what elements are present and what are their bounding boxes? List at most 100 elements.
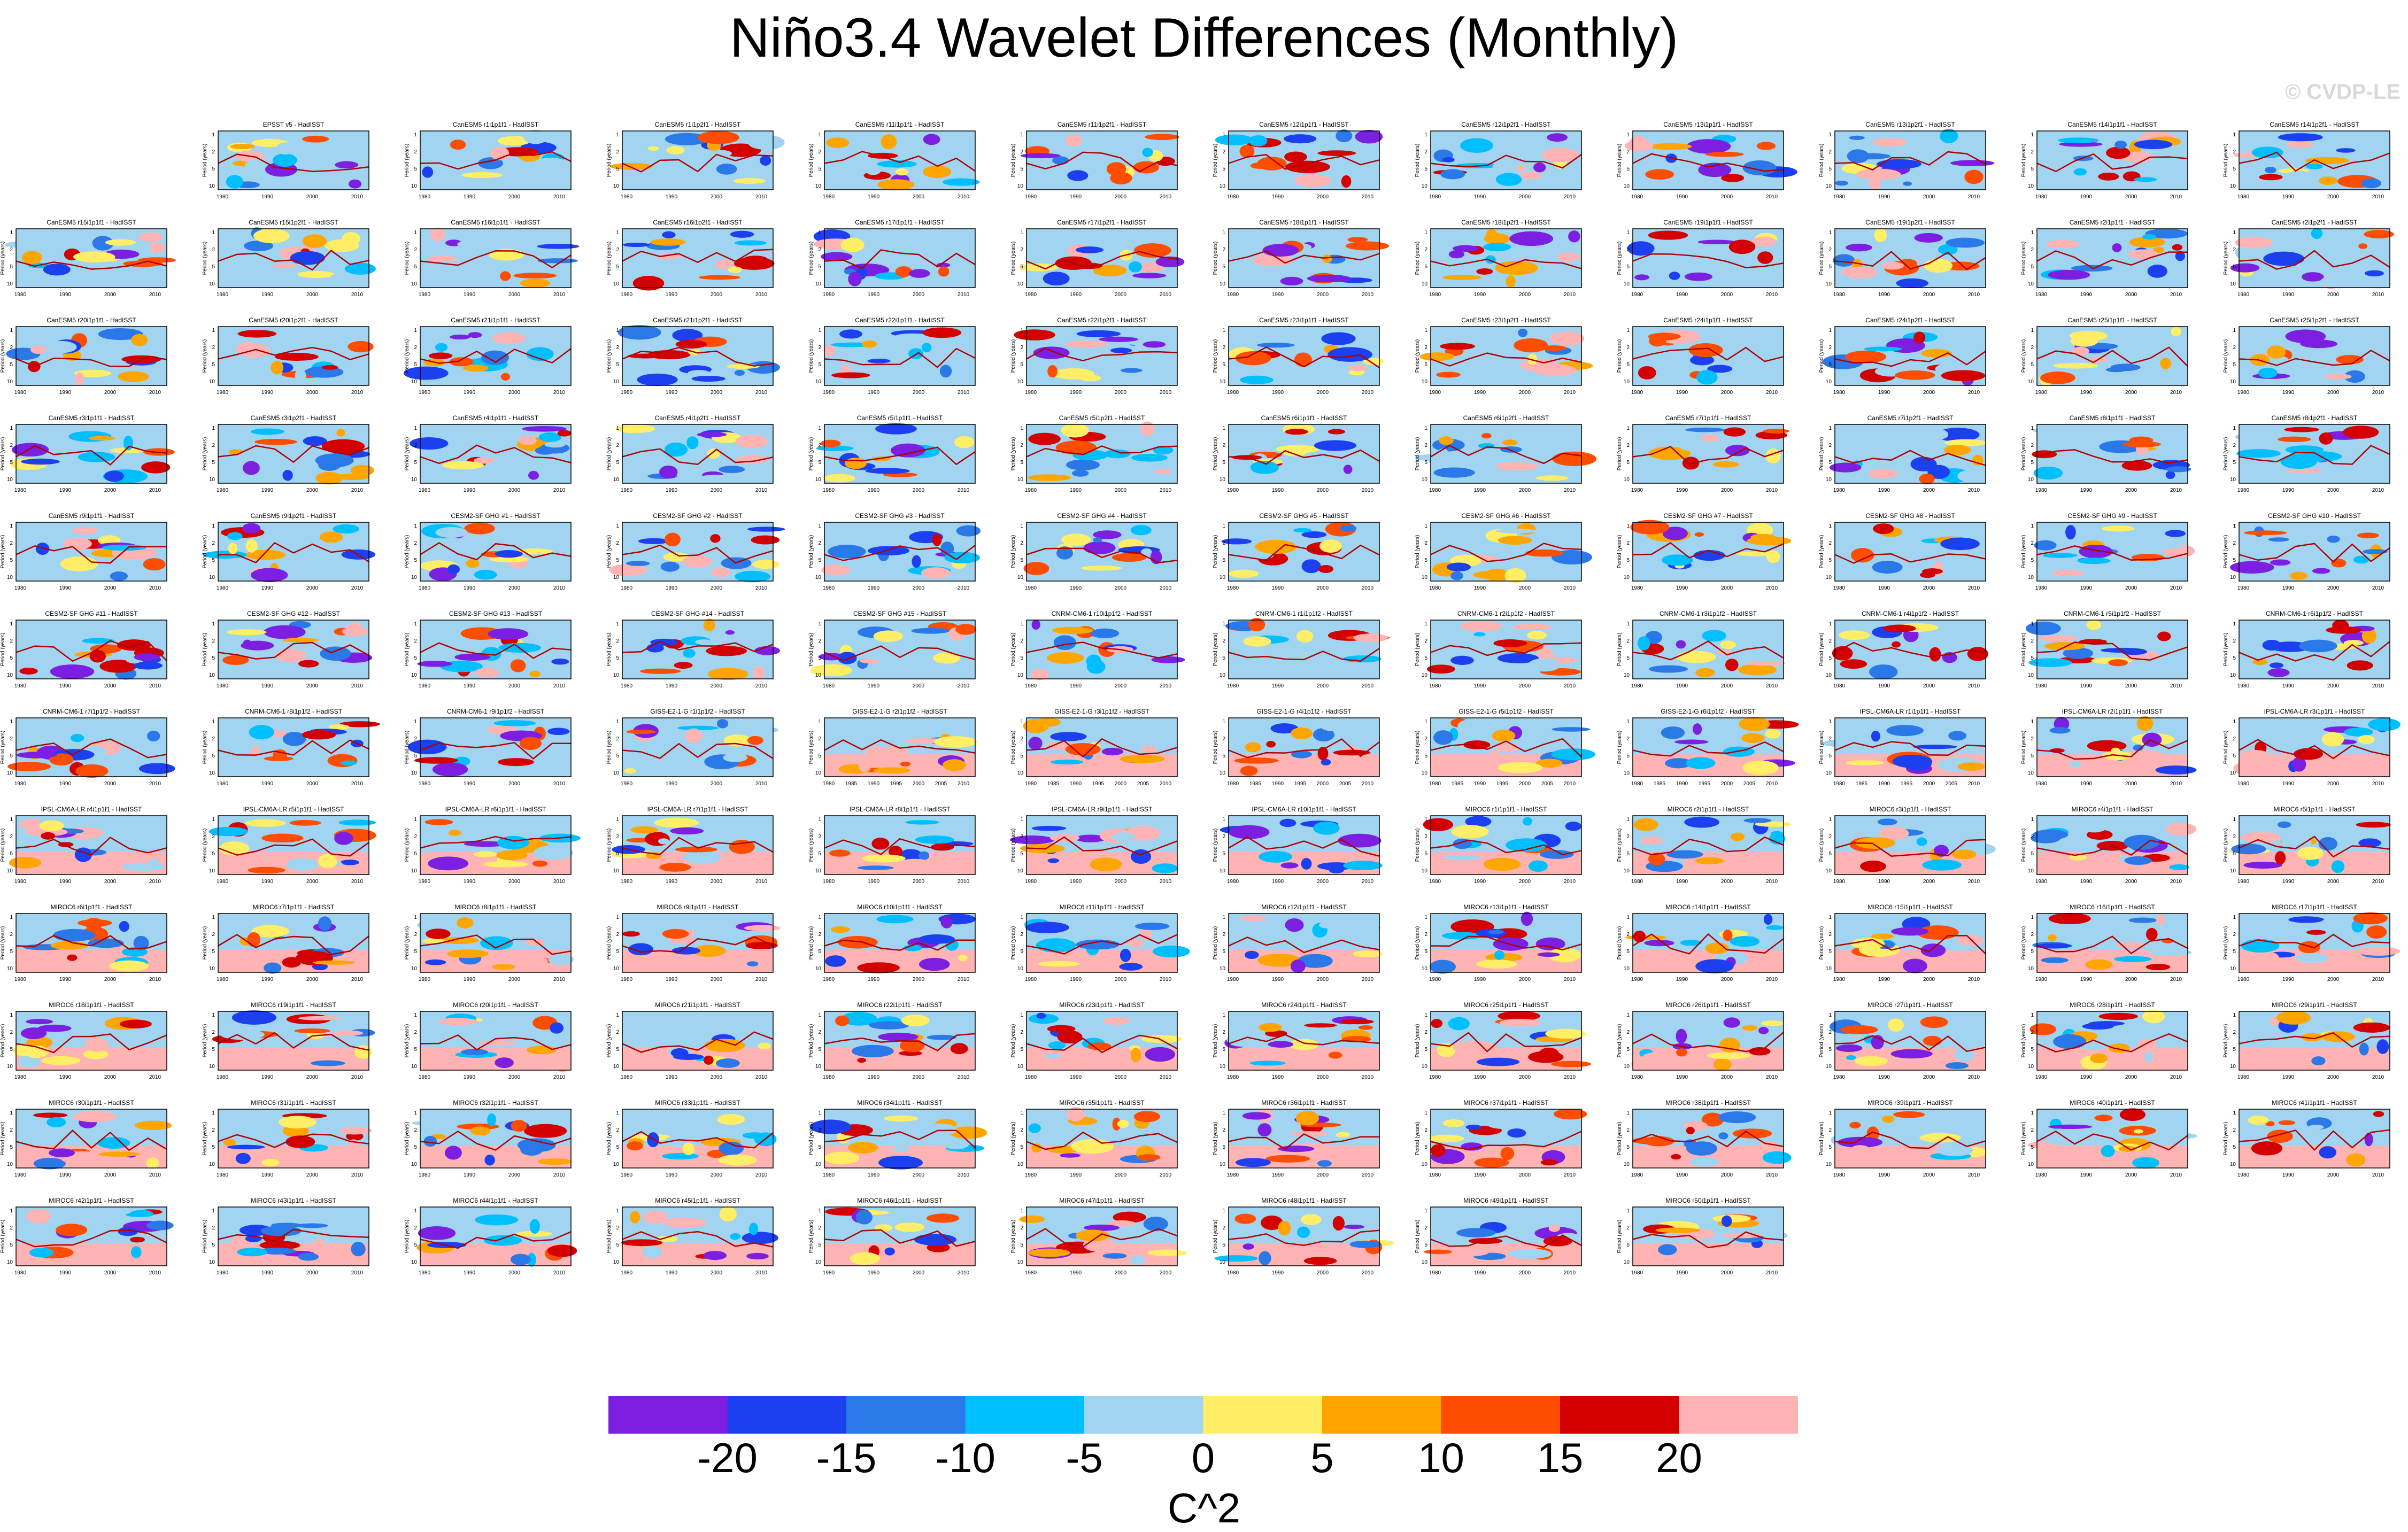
significance-contour bbox=[1632, 640, 1784, 661]
wavelet-contour bbox=[1086, 660, 1106, 674]
wavelet-contour bbox=[250, 746, 260, 757]
y-axis-label: Period (years) bbox=[1213, 339, 1218, 373]
significance-contour bbox=[1228, 154, 1380, 170]
y-tick-label: 10 bbox=[411, 575, 418, 581]
wavelet-contour bbox=[2128, 249, 2158, 259]
y-tick-label: 5 bbox=[2031, 166, 2034, 172]
wavelet-contour bbox=[2158, 1133, 2197, 1140]
wavelet-contour bbox=[70, 733, 84, 742]
wavelet-contour bbox=[905, 820, 939, 825]
panel-title: CanESM5 r25i1p2f1 - HadISST bbox=[2270, 316, 2359, 324]
wavelet-contour bbox=[510, 659, 526, 672]
x-tick-label: 2000 bbox=[711, 1172, 723, 1178]
wavelet-contour bbox=[1265, 926, 1288, 933]
y-tick-label: 5 bbox=[616, 949, 619, 955]
wavelet-contour bbox=[1488, 930, 1504, 934]
significance-contour bbox=[420, 348, 572, 364]
wavelet-contour bbox=[1341, 175, 1352, 188]
x-tick-label: 1980 bbox=[1833, 585, 1846, 591]
panel-frame bbox=[1026, 424, 1178, 484]
wavelet-contour bbox=[50, 664, 95, 679]
y-tick-label: 2 bbox=[2031, 345, 2034, 351]
wavelet-contour bbox=[105, 239, 136, 246]
x-tick-label: 2010 bbox=[1968, 194, 1980, 200]
y-tick-label: 10 bbox=[2028, 379, 2034, 385]
wavelet-contour bbox=[92, 236, 114, 251]
wavelet-contour bbox=[2172, 244, 2183, 251]
y-tick-label: 10 bbox=[411, 379, 418, 385]
x-tick-label: 1990 bbox=[59, 292, 72, 298]
colorbar-segment bbox=[1203, 1396, 1322, 1434]
x-tick-label: 1980 bbox=[1833, 194, 1846, 200]
x-tick-label: 2010 bbox=[149, 977, 161, 982]
y-axis-label: Period (years) bbox=[202, 535, 208, 569]
panel-title: MIROC6 r34i1p1f1 - HadISST bbox=[857, 1099, 943, 1107]
y-tick-label: 2 bbox=[414, 1225, 417, 1231]
y-tick-label: 1 bbox=[2031, 230, 2034, 236]
wavelet-contour bbox=[1023, 719, 1049, 733]
wavelet-contour bbox=[1075, 246, 1104, 253]
wavelet-contour bbox=[314, 1238, 324, 1247]
wavelet-contour bbox=[302, 234, 327, 249]
x-tick-label: 2010 bbox=[755, 194, 768, 200]
wavelet-contour bbox=[2288, 916, 2325, 923]
wavelet-contour bbox=[2278, 436, 2311, 443]
wavelet-contour bbox=[865, 745, 909, 759]
panel-frame bbox=[2036, 326, 2188, 386]
y-tick-label: 2 bbox=[1626, 736, 1630, 742]
wavelet-contour bbox=[2263, 952, 2280, 965]
panel-title: CESM2-SF GHG #7 - HadISST bbox=[1663, 512, 1753, 520]
wavelet-contour bbox=[481, 350, 510, 365]
x-tick-label: 2000 bbox=[508, 1172, 521, 1178]
wavelet-contour bbox=[523, 1124, 567, 1138]
y-tick-label: 2 bbox=[2031, 834, 2034, 840]
x-tick-label: 1990 bbox=[464, 292, 476, 298]
y-tick-label: 1 bbox=[1424, 1208, 1427, 1214]
wavelet-contour bbox=[1343, 465, 1353, 474]
x-tick-label: 1990 bbox=[1474, 1074, 1486, 1080]
x-tick-label: 1990 bbox=[1676, 1172, 1688, 1178]
y-axis-label: Period (years) bbox=[1819, 339, 1825, 373]
wavelet-contour bbox=[520, 278, 551, 288]
wavelet-contour bbox=[2129, 237, 2165, 248]
wavelet-contour bbox=[1892, 754, 1933, 768]
wavelet-contour bbox=[1766, 550, 1780, 563]
y-tick-label: 2 bbox=[212, 345, 215, 351]
wavelet-contour bbox=[1442, 1119, 1464, 1127]
y-tick-label: 1 bbox=[1020, 817, 1023, 823]
wavelet-contour bbox=[146, 1220, 174, 1231]
x-tick-label: 1980 bbox=[14, 1270, 27, 1276]
x-tick-label: 2010 bbox=[1160, 683, 1172, 689]
wavelet-contour bbox=[2243, 861, 2283, 869]
wavelet-contour bbox=[327, 754, 358, 768]
wavelet-contour bbox=[264, 625, 306, 639]
wavelet-contour bbox=[9, 857, 41, 869]
wavelet-contour bbox=[121, 862, 166, 871]
wavelet-contour bbox=[417, 661, 452, 667]
x-tick-label: 1990 bbox=[1676, 194, 1688, 200]
wavelet-contour bbox=[1460, 138, 1493, 153]
wavelet-contour bbox=[2306, 930, 2326, 935]
wavelet-contour bbox=[944, 552, 980, 563]
wavelet-contour bbox=[828, 544, 866, 559]
y-axis-label: Period (years) bbox=[808, 926, 814, 960]
wavelet-contour bbox=[1519, 172, 1541, 180]
y-tick-label: 5 bbox=[2031, 460, 2034, 466]
wavelet-contour bbox=[725, 630, 735, 635]
y-tick-label: 5 bbox=[212, 264, 215, 270]
x-tick-label: 1990 bbox=[1878, 194, 1890, 200]
x-tick-label: 1980 bbox=[1833, 292, 1846, 298]
y-tick-label: 2 bbox=[10, 345, 13, 351]
x-tick-label: 2010 bbox=[1160, 194, 1172, 200]
panel-title: CanESM5 r9i1p2f1 - HadISST bbox=[251, 512, 337, 520]
y-tick-label: 1 bbox=[1828, 719, 1832, 725]
wavelet-contour bbox=[1697, 253, 1729, 261]
wavelet-contour bbox=[1850, 548, 1874, 563]
y-axis-label: Period (years) bbox=[202, 829, 208, 862]
panel-frame bbox=[824, 522, 976, 582]
wavelet-contour bbox=[609, 163, 653, 170]
wavelet-contour bbox=[859, 659, 879, 663]
